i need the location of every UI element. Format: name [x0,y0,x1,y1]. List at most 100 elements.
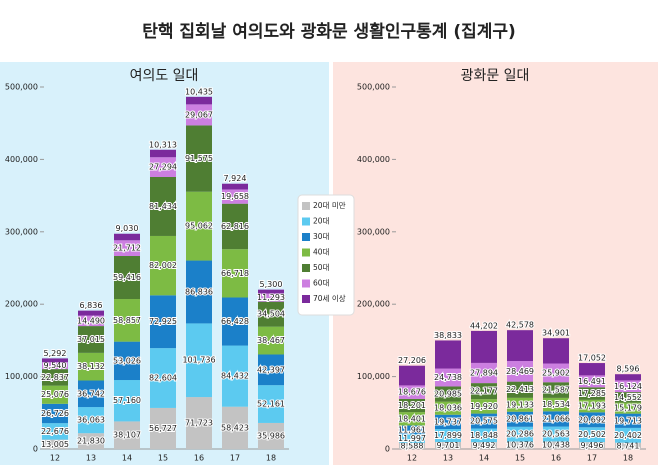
bar-segment [114,256,140,300]
y-tick-label: 200,000 [357,300,390,309]
bar-segment [42,423,68,440]
bar-segment [435,340,461,369]
legend-box [297,194,355,316]
bar-segment [399,365,425,386]
bar-segment [186,104,212,126]
y-tick-label: 100,000 [357,372,390,381]
bar-segment [399,442,425,449]
bar-segment [579,387,605,400]
data-label: 9,496 [581,441,604,450]
data-label: 20,563 [542,429,570,438]
data-label: 86,836 [185,287,213,296]
bar-segment [579,363,605,376]
bar-segment [150,157,176,177]
legend-swatch [302,295,310,303]
y-tick-label: 0 [33,445,38,454]
bar-segment [435,386,461,402]
data-label: 34,901 [542,329,570,338]
bar-segment [78,352,104,381]
bar-segment [114,240,140,257]
x-tick-label: 18 [266,454,276,463]
bar-segment [507,411,533,427]
data-label: 20,861 [506,415,534,424]
bar-segment [222,183,248,190]
data-label: 81,434 [149,202,177,211]
data-label: 19,920 [470,402,498,411]
bar-segment [579,442,605,449]
data-label: 82,002 [149,261,177,270]
data-label: 25,076 [41,390,69,399]
data-label: 38,833 [434,331,462,340]
data-label: 18,676 [398,388,426,397]
data-label: 19,658 [221,192,249,201]
bar-segment [471,399,497,414]
bar-segment [543,382,569,398]
bar-segment [150,149,176,158]
bar-segment [507,330,533,362]
bar-segment [42,369,68,386]
bar-segment [186,96,212,105]
data-label: 13,005 [41,440,69,449]
data-label: 22,413 [506,385,534,394]
x-tick-label: 16 [194,454,204,463]
data-label: 84,432 [221,372,249,381]
legend-swatch [302,217,310,226]
data-label: 20,402 [614,431,642,440]
bar-segment [42,385,68,404]
bar-segment [114,299,140,342]
legend-label: 60대 [313,279,330,288]
bar-segment [258,301,284,327]
data-label: 18,201 [398,401,426,410]
bar-segment [114,233,140,241]
bar-segment [42,439,68,449]
bar-segment [471,362,497,384]
bar-segment [42,403,68,424]
bar-segment [543,411,569,427]
data-label: 8,596 [617,365,640,374]
data-label: 14,490 [77,316,105,325]
bar-segment [507,441,533,449]
data-label: 9,030 [116,224,139,233]
bar-segment [78,326,104,353]
data-label: 27,894 [470,369,498,378]
bar-segment [78,380,104,408]
data-label: 17,285 [578,389,606,398]
y-tick-label: 300,000 [5,227,38,236]
bar-segment [471,383,497,400]
bar-segment [258,293,284,302]
x-tick-label: 12 [407,454,417,463]
data-label: 10,376 [506,441,534,450]
data-label: 16,491 [578,377,606,386]
legend-swatch [302,264,310,272]
bar-segment [42,358,68,363]
data-label: 91,575 [185,154,213,163]
data-label: 20,985 [434,390,462,399]
bar-segment [435,441,461,449]
data-label: 17,052 [578,354,606,363]
panel-title: 여의도 일대 [130,68,199,84]
data-label: 5,292 [44,349,67,358]
data-label: 42,578 [506,321,534,330]
legend-label: 30대 [313,232,330,241]
data-label: 15,179 [614,404,642,413]
y-tick-label: 400,000 [5,155,38,164]
data-label: 16,124 [614,382,642,391]
bar-segment [543,363,569,383]
bar-segment [507,361,533,382]
bar-segment [114,341,140,381]
x-tick-label: 13 [443,454,453,463]
bar-segment [471,442,497,449]
bar-segment [399,385,425,399]
bar-segment [471,413,497,429]
x-tick-label: 17 [230,454,240,463]
panel-title: 광화문 일대 [461,68,530,84]
y-tick-label: 400,000 [357,155,390,164]
data-label: 11,293 [257,293,285,302]
legend-swatch [302,202,310,210]
data-label: 27,294 [149,163,177,172]
y-tick-label: 300,000 [357,227,390,236]
data-label: 11,997 [398,434,426,443]
data-label: 18,401 [398,414,426,423]
x-tick-label: 15 [515,454,525,463]
data-label: 26,726 [41,409,69,418]
